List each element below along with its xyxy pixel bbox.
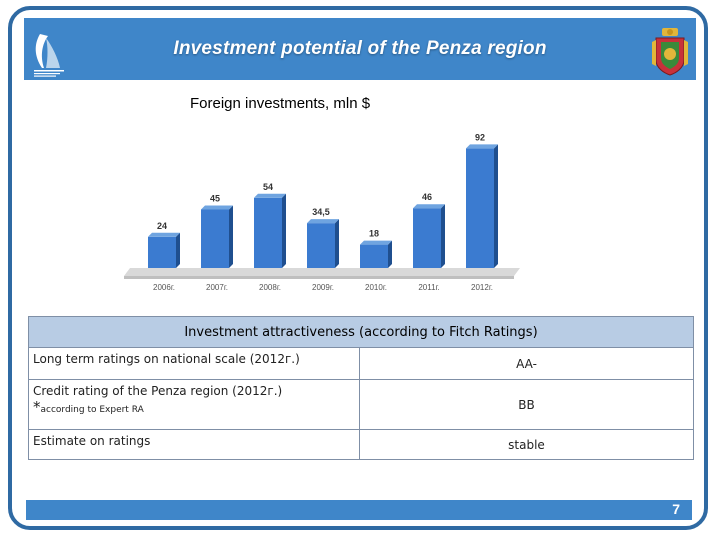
ratings-table-container: Investment attractiveness (according to … [28,316,694,460]
value-label-3: 34,5 [312,207,330,217]
bar-top-6 [466,144,498,149]
coat-of-arms-icon [652,28,688,76]
row-label: Estimate on ratings [28,429,360,460]
table-row: Long term ratings on national scale (201… [28,347,694,380]
bar-0 [148,236,176,268]
bar-3 [307,223,335,268]
x-tick-labels-layer: 2006г. 2007г. 2008г. 2009г. 2010г. 2011г. 2012… [153,283,493,292]
bars-layer [148,144,498,268]
row-label-cell: Credit rating of the Penza region (2012г… [28,379,360,430]
x-tick-label-3: 2009г. [312,283,334,292]
bar-top-1 [201,205,233,210]
bar-2 [254,197,282,268]
x-tick-label-1: 2007г. [206,283,228,292]
bar-side-1 [229,205,233,268]
table-row: Estimate on ratings stable [28,429,694,460]
bar-side-0 [176,232,180,268]
sail-logo-icon [34,34,64,77]
table-header-row: Investment attractiveness (according to … [28,316,694,348]
page-title: Investment potential of the Penza region [173,38,547,59]
chart-title: Foreign investments, mln $ [190,95,371,112]
bar-side-3 [335,219,339,268]
bar-side-5 [441,204,445,268]
bar-top-0 [148,232,180,237]
bar-6 [466,148,494,268]
bar-4 [360,244,388,268]
row-value: AA- [359,347,694,380]
bar-top-2 [254,193,286,198]
bar-side-6 [494,144,498,268]
bar-1 [201,209,229,268]
x-tick-label-2: 2008г. [259,283,281,292]
x-tick-label-4: 2010г. [365,283,387,292]
header-bar [24,18,696,80]
row-value: stable [359,429,694,460]
chart-floor [124,268,520,279]
bar-side-4 [388,240,392,268]
value-label-1: 45 [210,194,220,204]
value-label-6: 92 [475,132,485,142]
x-tick-label-0: 2006г. [153,283,175,292]
table-heading: Investment attractiveness (according to … [28,316,694,348]
footnote-star: * [33,398,41,416]
value-label-4: 18 [369,229,379,239]
row-label: Long term ratings on national scale (201… [28,347,360,380]
bar-top-3 [307,219,339,224]
bar-side-2 [282,193,286,268]
ratings-table: Investment attractiveness (according to … [28,316,694,460]
x-tick-label-5: 2011г. [418,283,439,292]
footer-bar: 7 [26,500,692,520]
value-label-5: 46 [422,192,432,202]
value-labels-layer: 24 45 54 34,5 18 46 92 [157,132,485,238]
value-label-0: 24 [157,221,167,231]
footnote-text: according to Expert RA [40,405,144,415]
row-label: Credit rating of the Penza region (2012г… [33,384,283,398]
bar-top-4 [360,240,392,245]
x-tick-label-6: 2012г. [471,283,493,292]
table-row: Credit rating of the Penza region (2012г… [28,379,694,430]
row-value: BB [359,379,694,430]
row-footnote: *according to Expert RA [33,398,355,416]
page-number: 7 [672,501,680,517]
bar-top-5 [413,204,445,209]
value-label-2: 54 [263,182,273,192]
bar-chart: 24 45 54 34,5 18 46 92 2006г. 2007г. 2008г. 2009г… [124,132,520,292]
bar-5 [413,208,441,268]
